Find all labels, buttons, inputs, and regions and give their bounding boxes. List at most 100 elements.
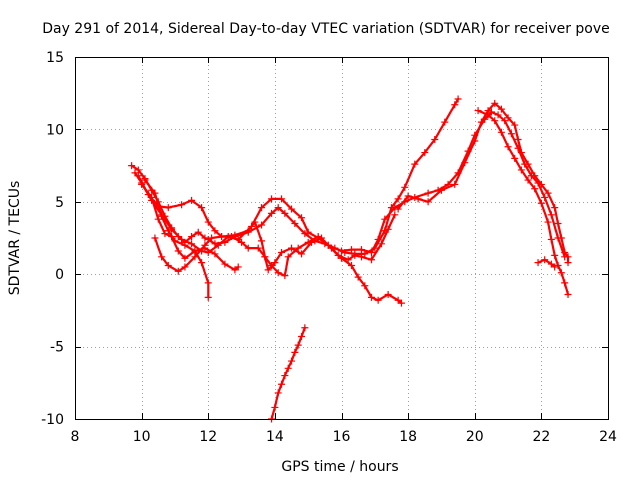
- data-point: [141, 176, 149, 184]
- data-point: [437, 186, 445, 194]
- data-point: [361, 282, 369, 290]
- x-tick-label: 24: [599, 429, 617, 445]
- data-point: [531, 172, 539, 180]
- data-point: [477, 118, 485, 126]
- data-point: [554, 262, 562, 270]
- data-point: [347, 262, 355, 270]
- data-point: [158, 212, 166, 220]
- data-point: [441, 118, 449, 126]
- y-tick-label: 15: [46, 50, 64, 66]
- data-point: [524, 160, 532, 168]
- data-point: [251, 218, 259, 226]
- data-point: [298, 214, 306, 222]
- data-point: [504, 114, 512, 122]
- data-point: [541, 193, 549, 201]
- data-point: [148, 193, 156, 201]
- x-tick-label: 12: [199, 429, 217, 445]
- data-point: [301, 324, 309, 332]
- data-point: [551, 251, 559, 259]
- data-point: [561, 279, 569, 287]
- data-point: [201, 234, 209, 242]
- data-point: [511, 154, 519, 162]
- data-point: [164, 262, 172, 270]
- data-point: [497, 105, 505, 113]
- data-point: [238, 238, 246, 246]
- data-point: [244, 227, 252, 235]
- data-point: [551, 263, 559, 271]
- data-series: [128, 95, 572, 423]
- data-point: [221, 260, 229, 268]
- data-point: [281, 272, 289, 280]
- data-point: [298, 250, 306, 258]
- data-point: [208, 234, 216, 242]
- data-point: [557, 269, 565, 277]
- data-point: [281, 209, 289, 217]
- data-point: [474, 107, 482, 115]
- data-point: [551, 204, 559, 212]
- data-point: [561, 248, 569, 256]
- data-point: [288, 244, 296, 252]
- data-point: [537, 199, 545, 207]
- data-point: [381, 215, 389, 223]
- series-track-8: [474, 107, 572, 298]
- data-point: [394, 195, 402, 203]
- data-point: [404, 192, 412, 200]
- data-point: [211, 250, 219, 258]
- data-point: [367, 248, 375, 256]
- data-point: [421, 149, 429, 157]
- series-line: [130, 97, 460, 255]
- y-tick-label: -5: [50, 340, 64, 356]
- data-point: [347, 246, 355, 254]
- data-point: [517, 149, 525, 157]
- data-point: [271, 259, 279, 267]
- data-point: [284, 253, 292, 261]
- series-track-4: [138, 180, 242, 274]
- data-point: [304, 228, 312, 236]
- data-point: [174, 247, 182, 255]
- data-point: [291, 348, 299, 356]
- series-line: [137, 174, 403, 305]
- data-point: [214, 241, 222, 249]
- data-point: [497, 128, 505, 136]
- data-point: [411, 160, 419, 168]
- data-point: [308, 238, 316, 246]
- data-point: [174, 267, 182, 275]
- data-point: [504, 143, 512, 151]
- series-track-6: [151, 211, 399, 275]
- data-point: [557, 234, 565, 242]
- data-point: [254, 244, 262, 252]
- series-track-1: [128, 95, 462, 258]
- data-point: [374, 296, 382, 304]
- series-track-2: [131, 108, 569, 261]
- data-point: [274, 389, 282, 397]
- series-track-10: [268, 324, 309, 423]
- y-axis-label: SDTVAR / TECUs: [7, 181, 23, 296]
- series-track-9: [534, 256, 559, 271]
- data-point: [424, 189, 432, 197]
- data-point: [188, 196, 196, 204]
- data-point: [178, 235, 186, 243]
- data-point: [514, 136, 522, 144]
- x-tick-label: 18: [399, 429, 417, 445]
- data-point: [181, 263, 189, 271]
- data-point: [244, 244, 252, 252]
- data-point: [451, 101, 459, 109]
- data-point: [531, 185, 539, 193]
- data-point: [374, 235, 382, 243]
- x-tick-labels: 8 10 12 14 16 18 20 22 24: [71, 429, 617, 445]
- data-point: [491, 117, 499, 125]
- data-point: [181, 241, 189, 249]
- data-point: [198, 204, 206, 212]
- series-track-7: [394, 99, 572, 267]
- data-point: [544, 218, 552, 226]
- y-tick-label: 10: [46, 122, 64, 138]
- data-point: [164, 204, 172, 212]
- data-point: [384, 290, 392, 298]
- data-point: [261, 253, 269, 261]
- data-point: [547, 211, 555, 219]
- data-point: [367, 256, 375, 264]
- data-point: [264, 266, 272, 274]
- data-point: [284, 364, 292, 372]
- series-line: [477, 109, 570, 296]
- data-point: [357, 253, 365, 261]
